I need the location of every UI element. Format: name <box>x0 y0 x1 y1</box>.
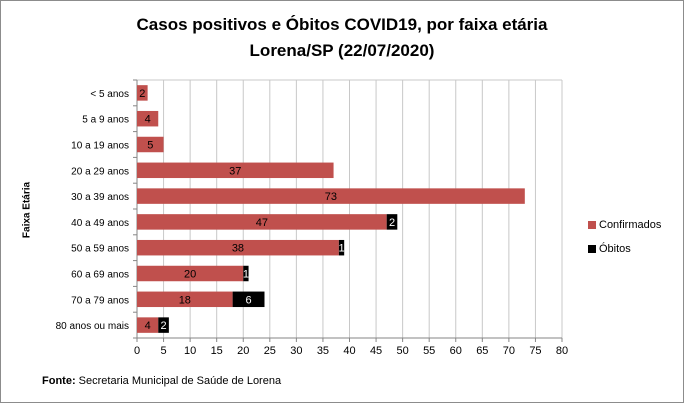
bar-obitos-7 <box>243 265 249 282</box>
bar-obitos-5 <box>386 214 398 230</box>
legend-item-obitos: Óbitos <box>588 237 661 261</box>
legend-swatch-confirmados <box>588 221 596 229</box>
x-tick-label-5: 5 <box>161 345 167 357</box>
bar-confirmados-5 <box>137 214 387 230</box>
data-label-confirmados-3: 37 <box>229 165 241 177</box>
x-tick-label-50: 50 <box>397 345 409 357</box>
x-tick-label-75: 75 <box>529 345 541 357</box>
x-tick-label-60: 60 <box>450 345 462 357</box>
x-tick-label-15: 15 <box>211 345 223 357</box>
bar-confirmados-2 <box>137 136 164 153</box>
data-label-obitos-6: 1 <box>338 243 344 255</box>
chart-title: Casos positivos e Óbitos COVID19, por fa… <box>0 12 684 64</box>
x-tick-label-0: 0 <box>134 345 140 357</box>
chart-title-line1: Casos positivos e Óbitos COVID19, por fa… <box>136 15 548 34</box>
data-label-obitos-5: 2 <box>389 217 395 229</box>
x-tick-label-80: 80 <box>556 345 568 357</box>
legend-swatch-obitos <box>588 245 596 253</box>
bar-confirmados-1 <box>137 110 159 127</box>
source-text: Secretaria Municipal de Saúde de Lorena <box>75 375 282 387</box>
data-label-confirmados-0: 2 <box>139 88 145 100</box>
y-tick-label-0: < 5 anos <box>90 89 129 100</box>
bar-confirmados-0 <box>137 85 148 101</box>
data-label-confirmados-1: 4 <box>145 114 151 126</box>
data-label-obitos-8: 6 <box>246 294 252 306</box>
data-label-confirmados-5: 47 <box>256 217 268 229</box>
x-tick-label-35: 35 <box>317 345 329 357</box>
y-tick-label-1: 5 a 9 anos <box>82 115 129 126</box>
x-tick-label-55: 55 <box>423 345 435 357</box>
data-label-confirmados-9: 4 <box>145 320 151 332</box>
bar-obitos-9 <box>158 317 169 333</box>
x-tick-label-40: 40 <box>343 345 355 357</box>
x-tick-label-10: 10 <box>184 345 196 357</box>
legend-label-obitos: Óbitos <box>599 243 631 255</box>
data-label-confirmados-6: 38 <box>232 243 244 255</box>
x-tick-label-45: 45 <box>370 345 382 357</box>
x-tick-label-30: 30 <box>290 345 302 357</box>
data-label-confirmados-4: 73 <box>325 191 337 203</box>
data-label-confirmados-7: 20 <box>184 269 196 281</box>
data-label-obitos-9: 2 <box>161 320 167 332</box>
y-tick-label-5: 40 a 49 anos <box>71 218 129 229</box>
bar-confirmados-6 <box>137 239 339 256</box>
bar-confirmados-8 <box>137 291 233 308</box>
bar-confirmados-9 <box>137 317 159 333</box>
chart-title-line2: Lorena/SP (22/07/2020) <box>249 41 435 60</box>
y-tick-label-3: 20 a 29 anos <box>71 166 129 177</box>
y-tick-label-6: 50 a 59 anos <box>71 244 129 255</box>
y-tick-label-2: 10 a 19 anos <box>71 141 129 152</box>
bar-confirmados-7 <box>137 265 244 282</box>
data-label-obitos-7: 1 <box>243 269 249 281</box>
bar-confirmados-4 <box>137 188 525 204</box>
x-tick-label-65: 65 <box>476 345 488 357</box>
bar-obitos-8 <box>232 291 265 308</box>
legend-item-confirmados: Confirmados <box>588 213 661 237</box>
bar-confirmados-3 <box>137 162 334 179</box>
legend-label-confirmados: Confirmados <box>599 219 662 231</box>
source-label: Fonte: <box>42 375 76 387</box>
legend: Confirmados Óbitos <box>588 213 661 261</box>
x-tick-label-70: 70 <box>503 345 515 357</box>
source-footer: Fonte: Secretaria Municipal de Saúde de … <box>42 375 281 387</box>
y-tick-label-9: 80 anos ou mais <box>56 321 129 332</box>
bar-obitos-6 <box>338 239 345 256</box>
y-tick-label-4: 30 a 39 anos <box>71 192 129 203</box>
x-tick-label-25: 25 <box>264 345 276 357</box>
x-tick-label-20: 20 <box>237 345 249 357</box>
data-label-confirmados-2: 5 <box>147 140 153 152</box>
data-label-confirmados-8: 18 <box>179 294 191 306</box>
y-tick-label-8: 70 a 79 anos <box>71 295 129 306</box>
y-tick-label-7: 60 a 69 anos <box>71 270 129 281</box>
